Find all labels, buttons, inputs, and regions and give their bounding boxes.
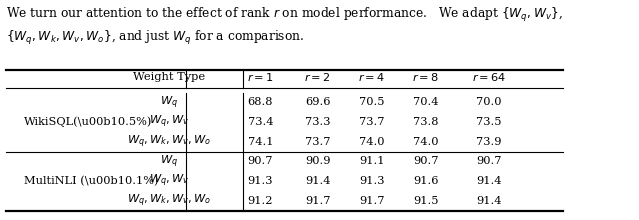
Text: 91.2: 91.2 [248,196,273,206]
Text: $W_q, W_v$: $W_q, W_v$ [149,173,189,189]
Text: 90.7: 90.7 [413,156,439,166]
Text: 91.7: 91.7 [359,196,385,206]
Text: Weight Type: Weight Type [133,72,205,82]
Text: 73.4: 73.4 [248,117,273,127]
Text: $\{W_q, W_k, W_v, W_o\}$, and just $W_q$ for a comparison.: $\{W_q, W_k, W_v, W_o\}$, and just $W_q$… [6,29,305,47]
Text: 73.7: 73.7 [359,117,385,127]
Text: $W_q, W_k, W_v, W_o$: $W_q, W_k, W_v, W_o$ [127,134,212,150]
Text: $r=64$: $r=64$ [472,71,506,83]
Text: $r=2$: $r=2$ [304,71,331,83]
Text: $r=8$: $r=8$ [412,71,440,83]
Text: 73.3: 73.3 [305,117,330,127]
Text: 70.0: 70.0 [476,97,502,107]
Text: 91.3: 91.3 [359,176,385,186]
Text: 74.0: 74.0 [413,137,439,147]
Text: WikiSQL(\u00b10.5%): WikiSQL(\u00b10.5%) [24,117,152,127]
Text: 70.5: 70.5 [359,97,385,107]
Text: 91.7: 91.7 [305,196,330,206]
Text: $r=1$: $r=1$ [247,71,274,83]
Text: 73.8: 73.8 [413,117,439,127]
Text: 91.4: 91.4 [305,176,330,186]
Text: 91.4: 91.4 [476,176,502,186]
Text: 91.3: 91.3 [248,176,273,186]
Text: 91.6: 91.6 [413,176,439,186]
Text: 74.0: 74.0 [359,137,385,147]
Text: 91.5: 91.5 [413,196,439,206]
Text: 73.9: 73.9 [476,137,502,147]
Text: 68.8: 68.8 [248,97,273,107]
Text: 73.7: 73.7 [305,137,330,147]
Text: $W_q$: $W_q$ [160,153,178,170]
Text: 70.4: 70.4 [413,97,439,107]
Text: 73.5: 73.5 [476,117,502,127]
Text: $W_q$: $W_q$ [160,94,178,110]
Text: 91.1: 91.1 [359,156,385,166]
Text: 90.9: 90.9 [305,156,330,166]
Text: $W_q, W_v$: $W_q, W_v$ [149,114,189,130]
Text: $r=4$: $r=4$ [358,71,385,83]
Text: 90.7: 90.7 [476,156,502,166]
Text: 74.1: 74.1 [248,137,273,147]
Text: MultiNLI (\u00b10.1%): MultiNLI (\u00b10.1%) [24,176,158,186]
Text: 69.6: 69.6 [305,97,330,107]
Text: 90.7: 90.7 [248,156,273,166]
Text: $W_q, W_k, W_v, W_o$: $W_q, W_k, W_v, W_o$ [127,192,212,209]
Text: We turn our attention to the effect of rank $r$ on model performance.   We adapt: We turn our attention to the effect of r… [6,6,564,24]
Text: 91.4: 91.4 [476,196,502,206]
